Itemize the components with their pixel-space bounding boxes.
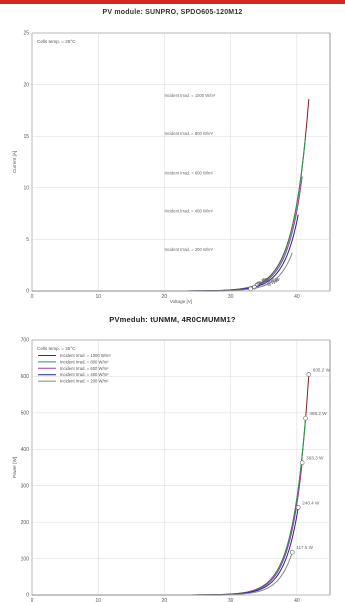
cell-temp-note: Cells temp. = 25°C <box>37 346 76 351</box>
legend-entry: Incident Irrad. = 1000 W/m² <box>60 353 111 358</box>
x-tick-label: 10 <box>95 598 101 602</box>
x-tick-label: 20 <box>162 294 168 300</box>
y-tick-label: 300 <box>21 483 30 489</box>
mpp-marker <box>306 372 312 377</box>
top-accent-bar <box>0 0 345 4</box>
y-axis-label: Current [A] <box>12 151 17 173</box>
iv-chart: 0 10 20 30 40 0 5 10 15 20 25 Voltage [V] Current [A… <box>12 31 331 304</box>
mpp-power-label: 117.5 W <box>296 545 313 550</box>
y-tick-label: 5 <box>26 237 29 243</box>
x-axis-label: Voltage [V] <box>170 299 192 304</box>
mpp-marker <box>289 549 295 555</box>
y-tick-label: 25 <box>23 31 29 37</box>
mpp-power-label: 117.5 W <box>255 282 272 287</box>
legend-entry: Incident Irrad. = 400 W/m² <box>60 372 109 377</box>
mpp-power-label: 363.3 W <box>306 456 324 461</box>
x-tick-label: 40 <box>294 598 300 602</box>
y-tick-label: 15 <box>23 134 29 140</box>
mpp-marker <box>248 286 253 292</box>
y-tick-label: 0 <box>26 289 29 295</box>
mpp-power-label: 605.2 W <box>262 277 280 282</box>
mpp-power-label: 240.4 W <box>259 280 277 285</box>
mpp-marker <box>299 460 305 465</box>
irradiance-label: Incident Irrad. = 1000 W/m² <box>164 93 215 98</box>
chart-title-pv: PVmeduh: tUNMM, 4R0CMUMM1? <box>109 315 236 324</box>
mpp-power-label: 363.3 W <box>260 279 278 284</box>
x-tick-label: 30 <box>228 598 234 602</box>
irradiance-label: Incident Irrad. = 400 W/m² <box>164 209 213 214</box>
x-tick-label: 30 <box>228 294 234 300</box>
y-tick-label: 10 <box>23 186 29 192</box>
cell-temp-note: Cells temp. = 25°C <box>37 39 76 44</box>
y-tick-label: 700 <box>21 338 30 344</box>
x-tick-label: 0 <box>31 598 34 602</box>
y-tick-label: 200 <box>21 520 30 526</box>
legend-entry: Incident Irrad. = 800 W/m² <box>60 359 109 364</box>
legend-entry: Incident Irrad. = 600 W/m² <box>60 366 109 371</box>
x-tick-label: 20 <box>162 598 168 602</box>
irradiance-label: Incident Irrad. = 600 W/m² <box>164 170 213 175</box>
irradiance-label: Incident Irrad. = 200 W/m² <box>164 247 213 252</box>
x-tick-label: 40 <box>294 294 300 300</box>
y-tick-label: 500 <box>21 411 30 417</box>
plot-frame <box>31 339 331 596</box>
y-tick-label: 400 <box>21 447 30 453</box>
series-line <box>32 552 293 596</box>
mpp-marker <box>295 505 301 510</box>
y-tick-label: 0 <box>26 593 29 599</box>
y-tick-label: 20 <box>23 82 29 88</box>
x-tick-label: 10 <box>95 294 101 300</box>
y-tick-label: 100 <box>21 556 30 562</box>
legend-entry: Incident Irrad. = 200 W/m² <box>60 379 109 384</box>
mpp-marker <box>303 415 308 421</box>
mpp-power-label: 240.4 W <box>302 500 320 505</box>
mpp-power-label: 605.2 W <box>313 368 331 373</box>
mpp-power-label: 485.2 W <box>262 278 280 283</box>
irradiance-label: Incident Irrad. = 800 W/m² <box>164 131 213 136</box>
x-tick-label: 0 <box>31 294 34 300</box>
y-axis-label: Power [W] <box>12 457 17 478</box>
chart-title-iv: PV module: SUNPRO, SPDO605-120M12 <box>102 9 243 16</box>
y-tick-label: 600 <box>21 374 30 380</box>
mpp-power-label: 485.2 W <box>309 411 327 416</box>
